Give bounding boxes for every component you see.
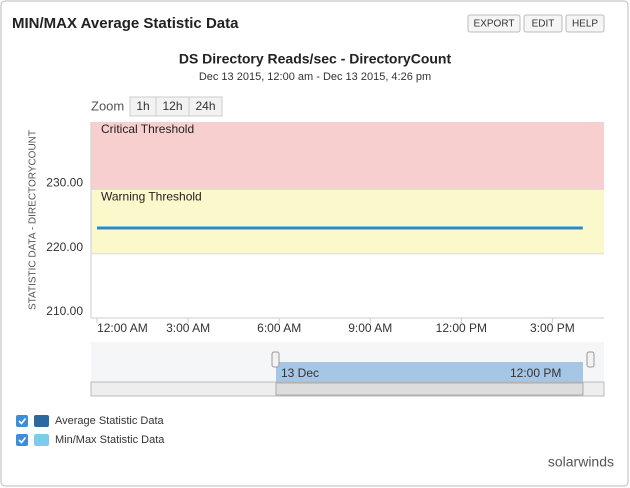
navigator-label: 13 Dec (281, 366, 319, 380)
threshold-label: Warning Threshold (101, 190, 202, 204)
zoom-button-label: 24h (195, 99, 215, 113)
threshold-band (91, 189, 604, 254)
x-tick-label: 9:00 AM (348, 321, 392, 335)
legend-swatch (34, 434, 49, 446)
navigator-handle[interactable] (586, 351, 595, 368)
button[interactable] (467, 14, 521, 33)
x-tick-label: 3:00 AM (166, 321, 210, 335)
chart-title: DS Directory Reads/sec - DirectoryCount (179, 51, 452, 67)
legend-checkbox[interactable] (16, 434, 28, 446)
x-tick-label: 6:00 AM (257, 321, 301, 335)
legend-checkbox[interactable] (16, 415, 28, 427)
legend-label[interactable]: Average Statistic Data (55, 415, 165, 427)
button[interactable] (523, 14, 563, 33)
threshold-band (91, 122, 604, 190)
checkmark (18, 418, 27, 425)
checkmark (18, 437, 27, 444)
zoom-button-label: 1h (136, 99, 149, 113)
scrollbar-thumb[interactable] (275, 382, 584, 396)
navigator-label: 12:00 PM (510, 366, 561, 380)
navigator-selection[interactable] (276, 362, 583, 382)
button-label: EDIT (532, 19, 555, 30)
legend-label[interactable]: Min/Max Statistic Data (55, 434, 165, 446)
widget-title: MIN/MAX Average Statistic Data (12, 15, 239, 32)
y-tick-label: 220.00 (46, 240, 83, 254)
threshold-label: Critical Threshold (101, 122, 194, 136)
y-tick-label: 210.00 (46, 304, 83, 318)
x-tick-label: 3:00 PM (530, 321, 575, 335)
zoom-label: Zoom (91, 98, 124, 113)
zoom-button[interactable] (188, 96, 223, 117)
button[interactable] (565, 14, 605, 33)
chart-subtitle: Dec 13 2015, 12:00 am - Dec 13 2015, 4:2… (199, 71, 431, 83)
navigator-handle[interactable] (271, 351, 280, 368)
button-label: HELP (572, 19, 598, 30)
y-axis-label: STATISTIC DATA - DIRECTORYCOUNT (28, 130, 39, 310)
button-label: EXPORT (474, 19, 515, 30)
logo: solarwinds (548, 454, 614, 470)
x-tick-label: 12:00 AM (97, 321, 148, 335)
legend-swatch (34, 415, 49, 427)
x-tick-label: 12:00 PM (436, 321, 487, 335)
zoom-button-label: 12h (162, 99, 182, 113)
y-tick-label: 230.00 (46, 176, 83, 190)
